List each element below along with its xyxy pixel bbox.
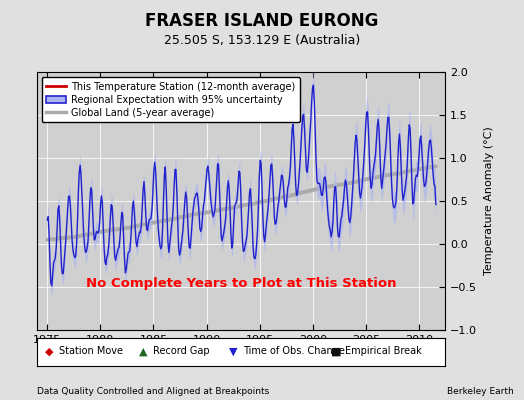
Legend: This Temperature Station (12-month average), Regional Expectation with 95% uncer: This Temperature Station (12-month avera… [41, 77, 300, 122]
Text: 25.505 S, 153.129 E (Australia): 25.505 S, 153.129 E (Australia) [164, 34, 360, 47]
Text: ▲: ▲ [139, 346, 147, 356]
Text: Data Quality Controlled and Aligned at Breakpoints: Data Quality Controlled and Aligned at B… [37, 387, 269, 396]
Text: FRASER ISLAND EURONG: FRASER ISLAND EURONG [145, 12, 379, 30]
Text: Time of Obs. Change: Time of Obs. Change [243, 346, 345, 356]
Text: Station Move: Station Move [59, 346, 123, 356]
Text: ■: ■ [331, 346, 342, 356]
Text: ▼: ▼ [229, 346, 237, 356]
Text: Berkeley Earth: Berkeley Earth [447, 387, 514, 396]
Text: ◆: ◆ [45, 346, 53, 356]
Text: Empirical Break: Empirical Break [345, 346, 422, 356]
Text: No Complete Years to Plot at This Station: No Complete Years to Plot at This Statio… [86, 277, 396, 290]
Text: Record Gap: Record Gap [153, 346, 210, 356]
Y-axis label: Temperature Anomaly (°C): Temperature Anomaly (°C) [484, 127, 494, 275]
